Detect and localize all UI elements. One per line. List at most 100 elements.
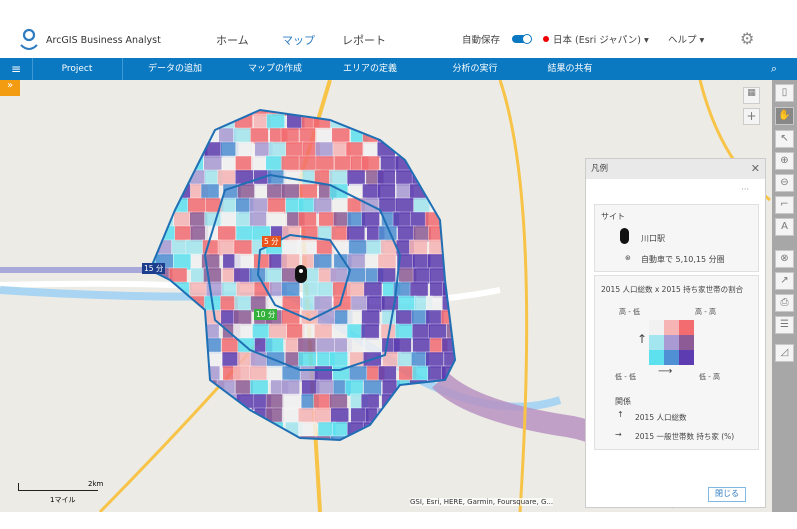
map-tools-toolbar: ▯ ✋ ↖ ⊕ ⊖ ⌐ A ⊗ ↗ ⎙ ☰ ◿ (772, 80, 797, 512)
map-area-cell (221, 421, 240, 439)
map-area-cell (252, 323, 271, 341)
select-arrow-icon[interactable]: ↖ (775, 130, 794, 148)
measure-icon[interactable]: ⌐ (775, 196, 794, 214)
bivariate-cell (679, 335, 694, 350)
basemap-gallery-icon[interactable]: ▦ (743, 87, 760, 104)
site-heading: サイト (601, 212, 625, 221)
project-button[interactable]: Project (61, 64, 93, 74)
mouse-icon[interactable]: ▯ (775, 84, 794, 102)
menu-hamburger-icon[interactable]: ≡ (10, 62, 22, 76)
map-area-cell (457, 338, 475, 354)
close-icon[interactable]: ✕ (750, 162, 760, 175)
zoom-out-icon[interactable]: ⊖ (775, 174, 794, 192)
app-logo[interactable]: ArcGIS Business Analyst (18, 28, 161, 52)
map-area-cell (153, 110, 172, 117)
map-area-cell (397, 225, 416, 243)
zoom-in-icon[interactable]: ⊕ (775, 152, 794, 170)
map-area-cell (150, 113, 156, 131)
map-area-cell (203, 267, 222, 285)
map-area-cell (462, 366, 480, 382)
zoom-in-button[interactable]: + (743, 108, 760, 125)
map-area-cell (250, 127, 269, 145)
add-data-tab[interactable]: データの追加 (147, 64, 202, 74)
define-area-tab[interactable]: エリアの定義 (342, 64, 397, 74)
map-area-cell (394, 127, 414, 145)
nav-home[interactable]: ホーム (216, 34, 249, 47)
map-area-cell (156, 113, 176, 131)
legend-list-icon[interactable]: ☰ (775, 316, 794, 334)
map-area-cell (394, 110, 414, 117)
map-area-cell (174, 393, 194, 411)
map-area-cell (348, 239, 367, 257)
map-area-cell (298, 211, 317, 229)
map-area-cell (442, 421, 455, 439)
map-area-cell (313, 393, 332, 411)
map-area-cell (188, 281, 208, 299)
create-map-tab[interactable]: マップの作成 (247, 64, 302, 74)
map-area-cell (315, 155, 335, 173)
map-area-cell (173, 253, 192, 271)
map-area-cell (155, 309, 174, 327)
map-area-cell (360, 323, 380, 341)
run-analysis-tab[interactable]: 分析の実行 (452, 64, 498, 74)
map-area-cell (349, 365, 368, 383)
pan-hand-icon[interactable]: ✋ (775, 107, 794, 125)
map-area-cell (347, 253, 367, 271)
map-area-cell (205, 421, 224, 439)
map-area-cell (378, 421, 398, 439)
app-header: ArcGIS Business Analyst ホーム マップ レポート 自動保… (0, 0, 797, 57)
map-area-cell (281, 239, 301, 257)
map-area-cell (377, 113, 396, 131)
help-label: ヘルプ (668, 35, 697, 46)
map-area-cell (460, 268, 478, 284)
more-options-icon[interactable]: ··· (741, 185, 749, 194)
map-area-cell (281, 281, 300, 299)
map-area-cell (150, 309, 161, 327)
map-area-cell (441, 127, 455, 145)
map-area-cell (150, 211, 160, 229)
map-area-cell (377, 127, 396, 145)
map-area-cell (314, 365, 333, 383)
map-area-cell (265, 407, 285, 425)
clear-icon[interactable]: ⊗ (775, 250, 794, 268)
relation-up-label: 2015 人口総数 (635, 413, 687, 422)
map-area-cell (443, 253, 455, 271)
help-dropdown[interactable]: ヘルプ ▾ (668, 35, 705, 46)
map-area-cell (266, 435, 285, 440)
pdf-icon[interactable]: ⎙ (775, 294, 794, 312)
map-area-cell (297, 239, 317, 257)
map-area-cell (190, 351, 209, 369)
map-area-cell (426, 295, 445, 313)
select-label-icon[interactable]: A (775, 218, 794, 236)
map-area-cell (411, 435, 431, 440)
map-area-cell (233, 127, 252, 145)
drive-ring-10 (203, 173, 402, 371)
map-area-cell (158, 141, 177, 159)
map-area-cell (184, 365, 204, 383)
nav-report[interactable]: レポート (342, 34, 386, 47)
map-area-cell (298, 155, 318, 173)
close-button[interactable]: 閉じる (708, 487, 746, 502)
export-icon[interactable]: ↗ (775, 272, 794, 290)
region-dropdown[interactable]: 日本 (Esri ジャパン) ▾ (553, 35, 649, 46)
map-area-cell (412, 267, 432, 285)
map-area-cell (150, 351, 161, 369)
share-results-tab[interactable]: 結果の共有 (547, 64, 593, 74)
nav-map[interactable]: マップ (282, 34, 315, 47)
expand-panel-button[interactable]: » (0, 80, 20, 96)
site-marker-icon[interactable] (295, 265, 307, 283)
bivariate-cell (649, 320, 664, 335)
map-canvas (0, 80, 771, 512)
map-area-cell (349, 113, 368, 131)
search-icon[interactable]: ⌕ (770, 62, 778, 75)
settings-gear-icon[interactable]: ⚙ (740, 29, 755, 48)
autosave-toggle[interactable] (512, 34, 532, 44)
note-icon[interactable]: ◿ (775, 344, 794, 362)
map-area-cell (459, 184, 477, 200)
region-dot-icon (543, 36, 549, 42)
map-area-cell (460, 212, 478, 228)
map-area-cell (298, 407, 317, 425)
map-area-cell (378, 365, 397, 383)
map-area-cell (426, 113, 445, 131)
map-area-cell (445, 239, 455, 257)
